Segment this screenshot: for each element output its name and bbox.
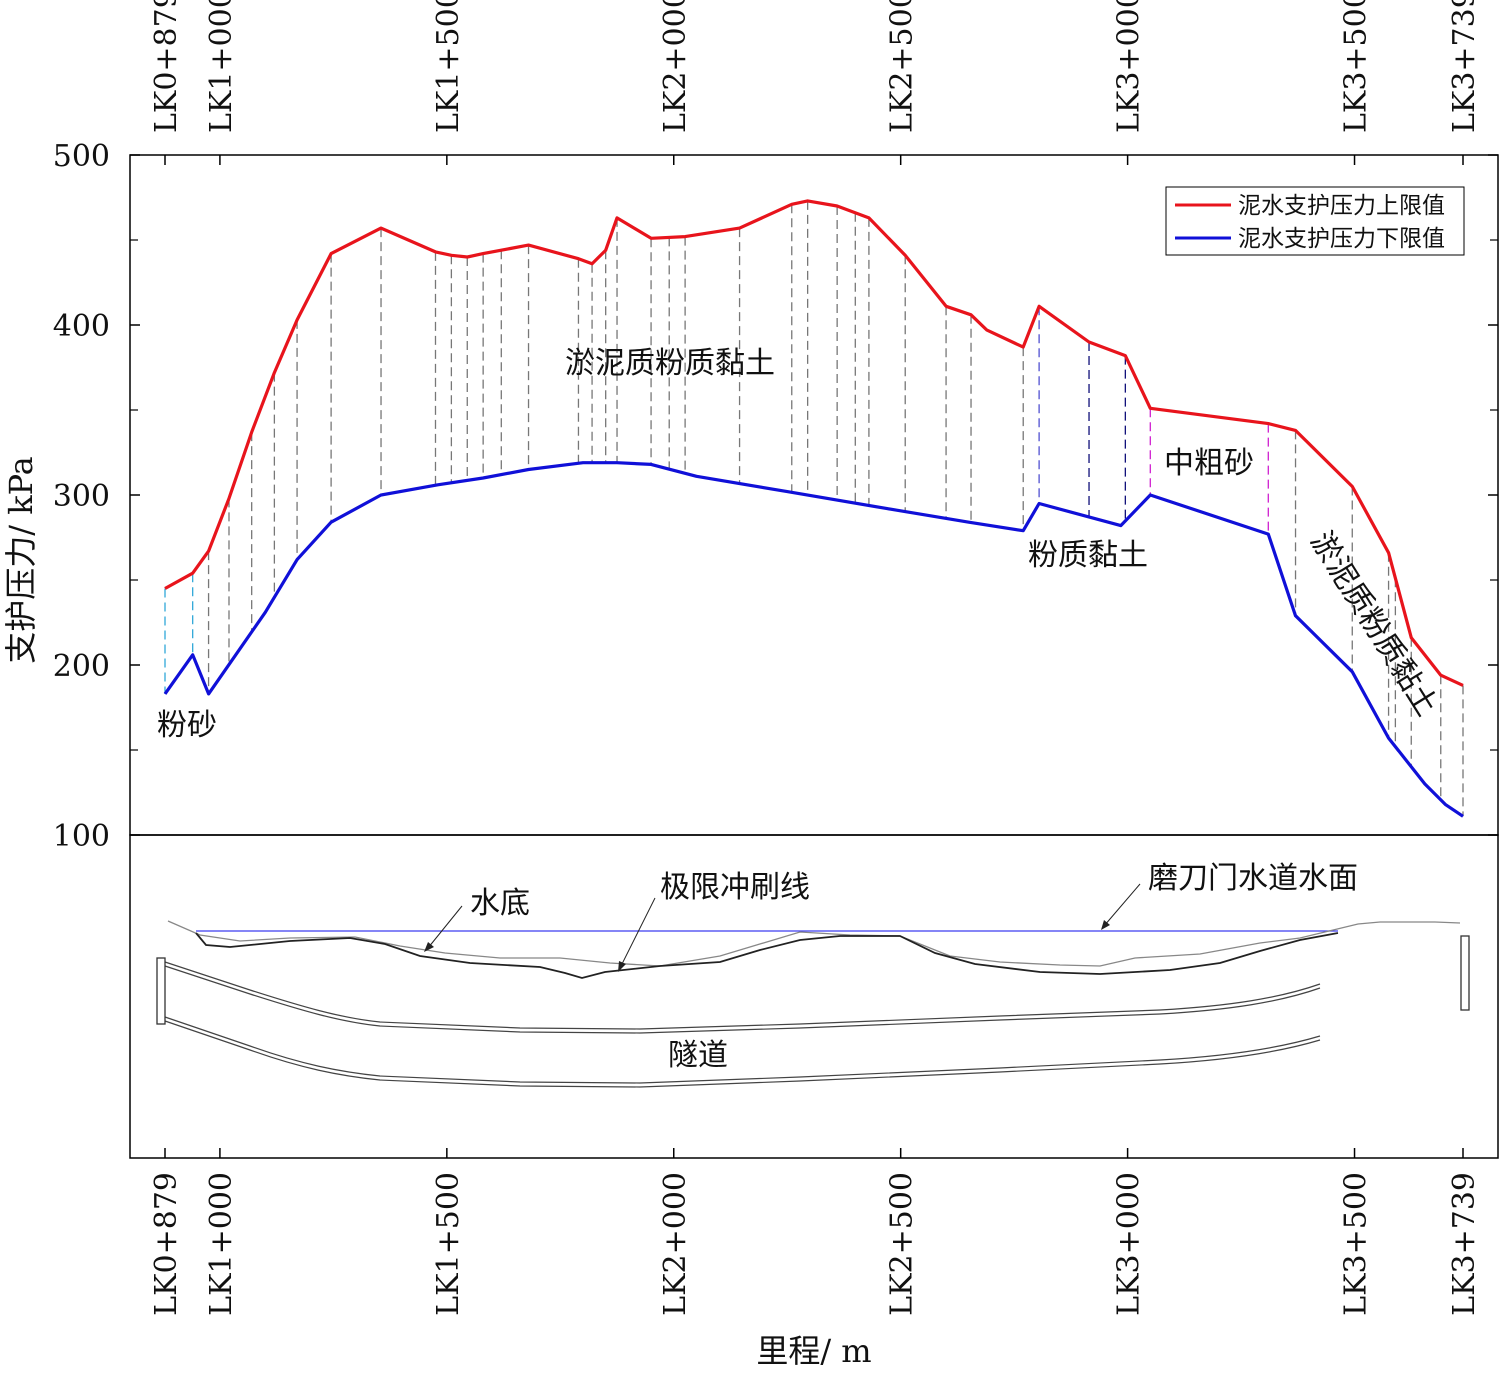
legend-box — [1165, 186, 1465, 256]
x-axis-top: LK0+879 LK1+000 LK1+500 LK2+000 LK2+500 LK3+0… — [149, 0, 1482, 165]
leader-riverbed-arrow — [424, 942, 434, 952]
x-bottom-tick-label-3000: LK3+000 — [1112, 1172, 1147, 1316]
y-tick-label-500: 500 — [53, 139, 110, 174]
legend: 泥水支护压力上限值 泥水支护压力下限值 — [1165, 186, 1465, 256]
leader-riverbed — [427, 905, 463, 949]
y-axis: 100 200 300 400 500 — [53, 139, 1498, 854]
label-scour-line: 极限冲刷线 — [660, 870, 810, 905]
x-top-tick-label-1000: LK1+000 — [204, 0, 239, 133]
x-axis-title: 里程/ m — [756, 1332, 871, 1370]
x-top-tick-label-3739: LK3+739 — [1447, 0, 1482, 133]
right-shaft — [1460, 935, 1470, 1011]
annotation-silty-sand: 粉砂 — [157, 708, 217, 743]
series-lower-limit-line — [163, 461, 1464, 818]
profile-panel-frame — [129, 834, 1499, 1159]
y-tick-label-300: 300 — [53, 479, 110, 514]
x-bottom-tick-label-1500: LK1+500 — [431, 1172, 466, 1316]
label-water-surface: 磨刀门水道水面 — [1148, 861, 1358, 896]
tunnel-lower-wall — [164, 1016, 1321, 1084]
label-riverbed: 水底 — [470, 886, 530, 921]
tunnel-upper-wall-inner — [164, 965, 1321, 1034]
leader-water — [1103, 883, 1141, 927]
x-top-tick-label-3500: LK3+500 — [1339, 0, 1374, 133]
legend-label-upper: 泥水支护压力上限值 — [1238, 193, 1445, 219]
y-tick-label-200: 200 — [53, 649, 110, 684]
annotation-medium-coarse-sand: 中粗砂 — [1164, 446, 1254, 481]
series-lines — [163, 199, 1464, 818]
x-top-tick-label-3000: LK3+000 — [1112, 0, 1147, 133]
x-bottom-tick-label-879: LK0+879 — [149, 1172, 184, 1316]
x-bottom-tick-label-1000: LK1+000 — [204, 1172, 239, 1316]
x-bottom-tick-label-3500: LK3+500 — [1339, 1172, 1374, 1316]
x-top-tick-label-2000: LK2+000 — [658, 0, 693, 133]
annotation-silty-clay: 粉质黏土 — [1028, 538, 1148, 573]
tunnel-lower-wall-inner — [164, 1020, 1321, 1088]
leader-scour-arrow — [618, 961, 626, 972]
legend-label-lower: 泥水支护压力下限值 — [1238, 226, 1445, 252]
riverbed-line — [167, 920, 1461, 967]
leader-scour — [619, 897, 656, 969]
annotation-silty-clay-mucky-1: 淤泥质粉质黏土 — [565, 346, 775, 381]
x-bottom-tick-label-2000: LK2+000 — [658, 1172, 693, 1316]
series-upper-limit-line — [164, 199, 1464, 687]
annotation-silty-clay-mucky-2: 淤泥质粉质黏土 — [1303, 526, 1444, 723]
x-top-tick-label-2500: LK2+500 — [885, 0, 920, 133]
leader-water-arrow — [1101, 920, 1110, 930]
x-bottom-tick-label-2500: LK2+500 — [885, 1172, 920, 1316]
left-shaft — [156, 957, 166, 1025]
profile-panel: 水底 极限冲刷线 磨刀门水道水面 隧道 — [156, 861, 1470, 1088]
x-axis-bottom: LK0+879 LK1+000 LK1+500 LK2+000 LK2+500 LK3+0… — [149, 1148, 1482, 1316]
scour-line — [195, 932, 1339, 979]
y-tick-label-400: 400 — [53, 309, 110, 344]
x-top-tick-label-879: LK0+879 — [149, 0, 184, 133]
soil-boundary-lines — [164, 200, 1464, 817]
x-bottom-tick-label-3739: LK3+739 — [1447, 1172, 1482, 1316]
label-tunnel: 隧道 — [668, 1038, 728, 1073]
x-top-tick-label-1500: LK1+500 — [431, 0, 466, 133]
y-tick-label-100: 100 — [53, 819, 110, 854]
tunnel-upper-wall — [164, 961, 1321, 1030]
y-axis-title: 支护压力/ kPa — [2, 456, 40, 664]
